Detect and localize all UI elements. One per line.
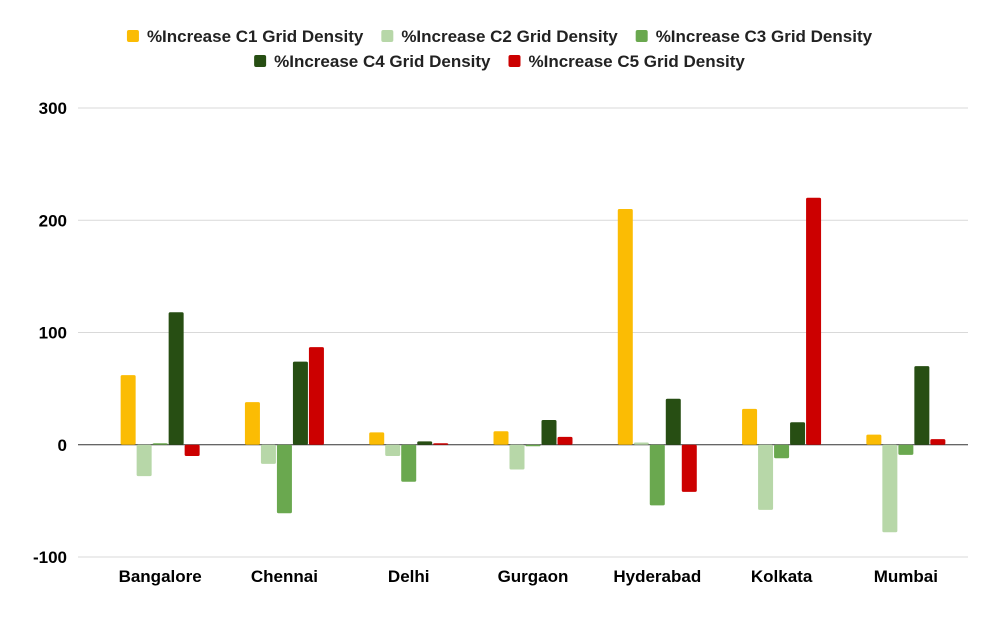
x-tick-label: Delhi (388, 567, 430, 586)
legend-item: %Increase C1 Grid Density (126, 27, 364, 46)
legend-swatch (381, 30, 394, 42)
legend-swatch (254, 55, 267, 67)
legend-swatch (126, 30, 139, 42)
y-tick-label: 200 (39, 211, 67, 230)
legend-item: %Increase C5 Grid Density (508, 52, 746, 71)
legend-item: %Increase C3 Grid Density (635, 27, 873, 46)
bar (617, 209, 633, 445)
y-tick-label: 100 (39, 324, 67, 343)
bar (525, 444, 541, 447)
x-tick-label: Bangalore (119, 567, 202, 586)
bar (292, 361, 308, 445)
bar (509, 444, 525, 470)
bar (308, 347, 324, 445)
y-axis: -100 0 100 200 300 (33, 99, 67, 567)
bar (433, 443, 449, 445)
y-tick-label: 300 (39, 99, 67, 118)
x-tick-label: Chennai (251, 567, 318, 586)
bar (244, 402, 260, 445)
x-tick-label: Hyderabad (613, 567, 701, 586)
gridlines (78, 107, 968, 558)
legend-item: %Increase C4 Grid Density (254, 52, 491, 71)
legend-label: %Increase C2 Grid Density (401, 27, 618, 46)
plot-area (120, 197, 946, 533)
bar (541, 420, 557, 445)
bar (152, 443, 168, 445)
legend-label: %Increase C4 Grid Density (274, 52, 491, 71)
x-axis: Bangalore Chennai Delhi Gurgaon Hyderabad Kol… (119, 567, 938, 586)
bar (385, 444, 401, 456)
bar (790, 422, 806, 445)
bar (493, 431, 509, 445)
y-tick-label: -100 (33, 548, 67, 567)
bar (665, 398, 681, 445)
bar (806, 197, 822, 445)
y-tick-label: 0 (58, 436, 67, 455)
bar (681, 444, 697, 492)
bar (276, 444, 292, 514)
legend-swatch (508, 55, 521, 67)
bar (882, 444, 898, 533)
bar (633, 442, 649, 445)
x-tick-label: Gurgaon (498, 567, 569, 586)
bar (930, 439, 946, 445)
bar (260, 444, 276, 464)
bar (369, 432, 385, 445)
legend-label: %Increase C1 Grid Density (147, 27, 364, 46)
x-tick-label: Mumbai (874, 567, 938, 586)
legend-swatch (635, 30, 648, 42)
bar (184, 444, 200, 456)
bar (649, 444, 665, 506)
bar (866, 434, 882, 445)
bar (898, 444, 914, 455)
legend-label: %Increase C5 Grid Density (529, 52, 746, 71)
bar (168, 312, 184, 445)
bar (914, 366, 930, 445)
legend: %Increase C1 Grid Density %Increase C2 Gr… (126, 27, 873, 71)
bar (774, 444, 790, 459)
bar (401, 444, 417, 482)
bar (417, 441, 433, 445)
bar (758, 444, 774, 510)
x-tick-label: Kolkata (751, 567, 813, 586)
bar (120, 375, 136, 445)
legend-label: %Increase C3 Grid Density (656, 27, 873, 46)
bar (557, 436, 573, 445)
bar (136, 444, 152, 477)
legend-item: %Increase C2 Grid Density (381, 27, 618, 46)
bar (742, 408, 758, 445)
